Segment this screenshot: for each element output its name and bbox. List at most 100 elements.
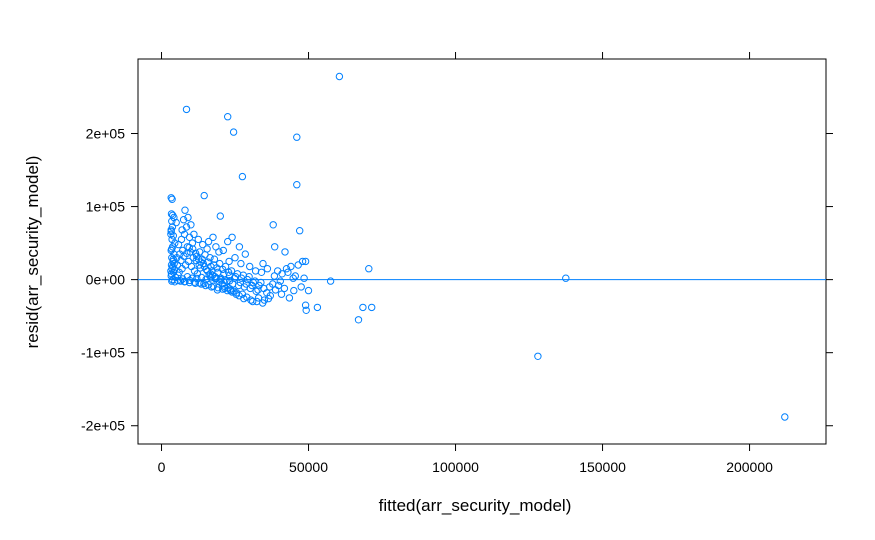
data-point-160: [201, 251, 209, 259]
data-point-86: [290, 286, 298, 295]
data-points: [167, 72, 789, 421]
data-point-229: [218, 280, 226, 288]
data-point-99: [534, 352, 542, 360]
data-point-68: [241, 250, 250, 258]
data-point-84: [298, 257, 307, 266]
data-point-94: [326, 277, 335, 285]
data-point-7: [167, 194, 175, 202]
data-point-91: [302, 306, 310, 314]
data-point-202: [204, 281, 213, 289]
data-point-70: [251, 267, 260, 275]
data-point-67: [237, 259, 245, 268]
data-point-74: [269, 221, 277, 229]
x-tick-label: 50000: [289, 459, 328, 475]
y-tick-label: -2e+05: [81, 418, 125, 434]
data-point-194: [186, 276, 194, 285]
data-point-2: [224, 113, 232, 121]
data-point-89: [300, 274, 308, 282]
data-point-45: [178, 226, 186, 234]
data-point-50: [199, 240, 207, 249]
data-point-80: [287, 262, 295, 271]
data-point-230: [220, 282, 229, 290]
data-point-55: [228, 233, 236, 242]
data-point-73: [263, 265, 272, 273]
x-axis-ticks: 0 50000 100000 150000 200000: [158, 52, 773, 475]
data-point-65: [225, 257, 233, 266]
y-tick-label: -1e+05: [81, 345, 125, 361]
data-point-96: [359, 303, 367, 312]
data-point-115: [191, 279, 200, 287]
data-point-179: [257, 278, 265, 287]
plot-frame: [137, 58, 827, 445]
data-point-34: [167, 226, 175, 234]
data-point-43: [187, 221, 195, 229]
data-point-243: [284, 268, 292, 276]
data-point-187: [280, 284, 289, 293]
data-point-8: [168, 195, 176, 204]
data-point-165: [216, 259, 224, 268]
data-point-95: [354, 316, 363, 324]
data-point-69: [246, 262, 254, 271]
y-axis-title: resid(arr_security_model): [23, 156, 42, 349]
data-point-64: [210, 255, 219, 263]
data-point-51: [204, 237, 213, 246]
data-point-190: [176, 277, 185, 285]
data-point-75: [271, 243, 279, 251]
data-point-19: [171, 239, 179, 247]
y-axis-ticks: -2e+05 -1e+05 0e+00 1e+05 2e+05: [81, 126, 833, 434]
data-point-57: [235, 243, 244, 251]
data-point-87: [285, 294, 294, 302]
data-point-13: [168, 217, 176, 225]
data-point-40: [181, 206, 189, 214]
data-point-90: [301, 301, 310, 309]
x-tick-label: 100000: [432, 459, 479, 475]
data-point-82: [294, 261, 302, 269]
data-point-3: [229, 128, 238, 136]
data-point-193: [183, 273, 192, 281]
data-point-239: [259, 299, 267, 307]
x-axis-title: fitted(arr_security_model): [379, 496, 572, 515]
data-point-199: [197, 273, 206, 282]
data-point-39: [169, 255, 178, 263]
data-point-242: [276, 277, 284, 285]
data-point-88: [297, 283, 305, 291]
x-tick-label: 150000: [579, 459, 626, 475]
data-point-1: [182, 105, 191, 114]
data-point-81: [291, 272, 299, 280]
data-point-195: [188, 274, 196, 282]
data-point-59: [215, 248, 223, 256]
data-point-167: [221, 262, 230, 271]
data-point-83: [296, 227, 304, 235]
data-point-71: [257, 268, 266, 276]
data-point-200: [200, 279, 208, 288]
data-point-211: [226, 277, 234, 285]
data-point-241: [270, 272, 279, 280]
data-point-5: [238, 172, 247, 181]
data-point-42: [179, 216, 188, 224]
y-tick-label: 0e+00: [86, 272, 126, 288]
data-point-126: [193, 270, 202, 278]
data-point-207: [216, 275, 225, 284]
x-tick-label: 200000: [726, 459, 773, 475]
data-point-197: [193, 274, 201, 283]
data-point-52: [209, 233, 217, 242]
data-point-204: [209, 282, 218, 290]
data-point-146: [252, 287, 260, 295]
data-point-66: [231, 254, 239, 262]
data-point-220: [191, 249, 200, 258]
data-point-92: [304, 286, 313, 295]
data-point-101: [781, 413, 789, 421]
data-point-48: [194, 235, 203, 244]
data-point-78: [281, 248, 289, 256]
data-point-240: [264, 294, 273, 303]
y-tick-label: 1e+05: [86, 199, 126, 215]
data-point-0: [335, 72, 344, 81]
data-point-191: [179, 275, 187, 283]
data-point-196: [190, 278, 199, 286]
data-point-54: [216, 212, 225, 220]
data-point-175: [245, 273, 253, 281]
data-point-103: [254, 294, 263, 302]
data-point-244: [289, 274, 297, 282]
data-point-169: [227, 267, 236, 275]
